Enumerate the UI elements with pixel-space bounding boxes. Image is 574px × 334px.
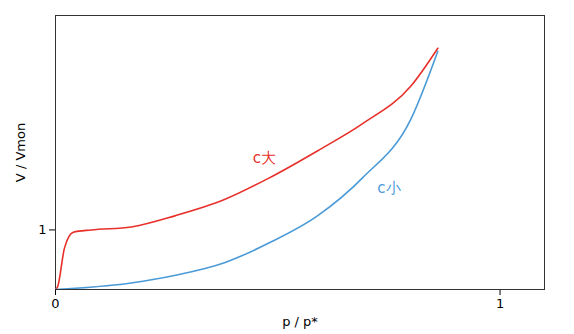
svg-text:0: 0 (51, 296, 59, 311)
svg-text:c小: c小 (377, 179, 400, 197)
svg-text:1: 1 (496, 296, 504, 311)
svg-text:1: 1 (38, 222, 46, 237)
svg-text:c大: c大 (253, 149, 276, 167)
svg-text:V / Vmon: V / Vmon (13, 123, 28, 182)
svg-text:p / p*: p / p* (282, 314, 318, 329)
